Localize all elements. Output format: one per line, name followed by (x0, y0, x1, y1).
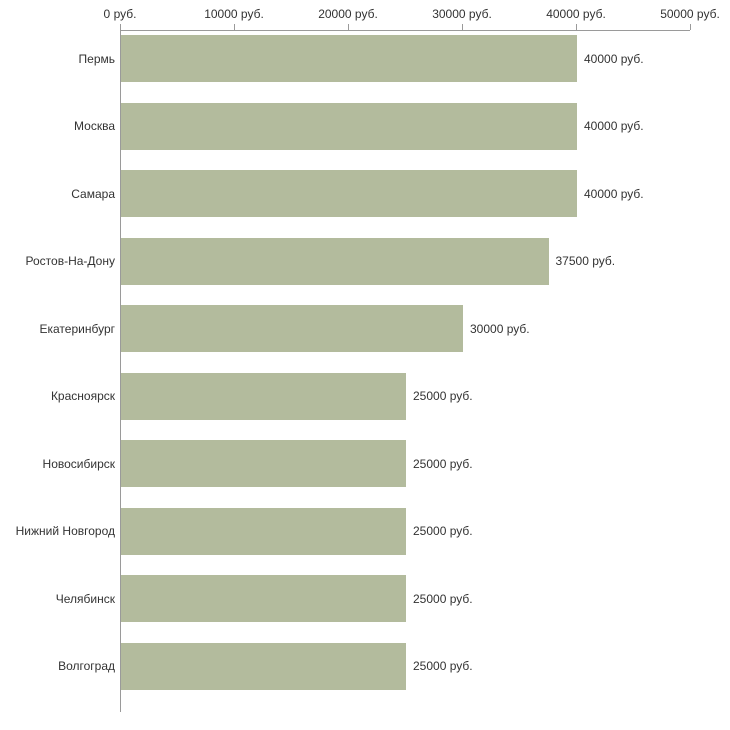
value-label: 30000 руб. (470, 321, 530, 336)
category-label: Челябинск (55, 591, 115, 606)
category-label: Екатеринбург (39, 321, 116, 336)
value-label: 25000 руб. (413, 659, 473, 673)
category-label: Красноярск (50, 389, 115, 403)
x-axis-tick (234, 24, 235, 30)
bar (121, 440, 406, 487)
bar (121, 237, 549, 285)
bar (121, 372, 406, 420)
x-axis-tick-label: 10000 руб. (204, 7, 264, 21)
value-label: 25000 руб. (413, 591, 473, 606)
value-label: 25000 руб. (413, 524, 473, 538)
x-axis-tick-label: 30000 руб. (432, 7, 492, 21)
value-label: 25000 руб. (413, 389, 473, 403)
category-label: Ростов-На-Дону (25, 254, 115, 268)
value-label: 37500 руб. (555, 254, 616, 268)
category-label: Самара (71, 186, 115, 201)
value-label: 40000 руб. (584, 51, 644, 66)
bar (121, 102, 577, 150)
category-label: Пермь (78, 51, 115, 66)
category-label: Нижний Новгород (15, 524, 115, 538)
bar (121, 642, 406, 690)
x-axis-tick-label: 40000 руб. (546, 7, 606, 21)
x-axis-tick-label: 0 руб. (103, 7, 137, 21)
x-axis-tick (690, 24, 691, 30)
plot-area (120, 30, 690, 712)
value-label: 40000 руб. (584, 119, 644, 133)
category-label: Москва (74, 119, 115, 133)
x-axis-tick-label: 50000 руб. (660, 7, 720, 21)
x-axis-tick-label: 20000 руб. (318, 7, 378, 21)
bar (121, 35, 577, 82)
x-axis-tick (120, 24, 121, 30)
category-label: Волгоград (58, 659, 115, 673)
category-label: Новосибирск (42, 456, 115, 471)
value-label: 25000 руб. (413, 456, 473, 471)
bar (121, 170, 577, 217)
x-axis-tick (348, 24, 349, 30)
x-axis-tick (462, 24, 463, 30)
x-axis-tick (576, 24, 577, 30)
bar (121, 507, 406, 555)
bar (121, 305, 463, 352)
value-label: 40000 руб. (584, 186, 644, 201)
bar (121, 575, 406, 622)
